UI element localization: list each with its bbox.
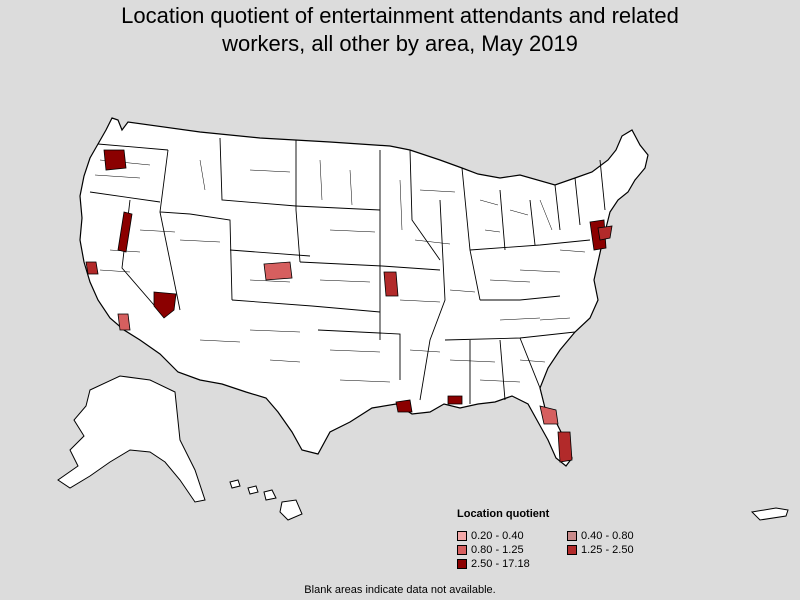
area-orlando: [539, 405, 559, 425]
alaska: [57, 375, 206, 503]
legend-item-3: 1.25 - 2.50: [567, 544, 657, 556]
legend-label-2: 0.80 - 1.25: [471, 544, 524, 556]
legend-label-4: 2.50 - 17.18: [471, 558, 530, 570]
area-new-orleans: [395, 399, 413, 413]
area-kansas-city: [383, 271, 399, 297]
title-line-1: Location quotient of entertainment atten…: [121, 3, 679, 28]
highlighted-areas: [85, 149, 613, 463]
legend-item-4: 2.50 - 17.18: [457, 558, 567, 570]
legend-swatch-3: [567, 545, 577, 555]
puerto-rico: [750, 507, 789, 521]
legend-swatch-2: [457, 545, 467, 555]
legend-label-0: 0.20 - 0.40: [471, 530, 524, 542]
area-denver: [263, 261, 293, 281]
legend-swatch-1: [567, 531, 577, 541]
area-las-vegas: [153, 291, 177, 319]
title-line-2: workers, all other by area, May 2019: [222, 31, 578, 56]
legend-label-3: 1.25 - 2.50: [581, 544, 634, 556]
data-note: Blank areas indicate data not available.: [304, 584, 496, 596]
legend-label-1: 0.40 - 0.80: [581, 530, 634, 542]
legend-item-1: 0.40 - 0.80: [567, 530, 657, 542]
area-miami: [557, 431, 573, 463]
legend-item-0: 0.20 - 0.40: [457, 530, 567, 542]
legend-swatch-4: [457, 559, 467, 569]
area-reno: [117, 211, 133, 253]
area-new-york: [597, 225, 613, 241]
legend-title: Location quotient: [457, 508, 550, 520]
area-portland: [103, 149, 127, 171]
area-san-francisco: [85, 261, 99, 275]
state-boundaries: [89, 137, 606, 404]
legend-swatch-0: [457, 531, 467, 541]
legend-grid: 0.20 - 0.40 0.40 - 0.80 0.80 - 1.25 1.25…: [457, 530, 657, 570]
map-title: Location quotient of entertainment atten…: [0, 2, 800, 58]
legend: Location quotient 0.20 - 0.40 0.40 - 0.8…: [457, 508, 657, 570]
area-los-angeles: [117, 313, 131, 331]
hawaii: [229, 479, 303, 521]
area-biloxi: [447, 395, 463, 405]
legend-item-2: 0.80 - 1.25: [457, 544, 567, 556]
